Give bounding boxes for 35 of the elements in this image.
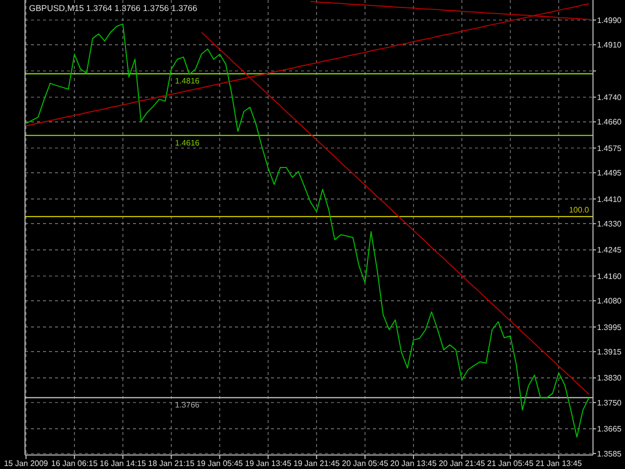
- chart-title: GBPUSD,M15 1.3764 1.3766 1.3756 1.3766: [29, 3, 198, 13]
- y-tick-label: 1.3995: [597, 322, 622, 332]
- ref-line-label: 1.4816: [175, 76, 200, 86]
- x-tick-label: 20 Jan 13:45: [390, 459, 438, 468]
- x-tick-label: 21 Jan 05:45: [487, 459, 534, 468]
- x-tick-label: 19 Jan 13:45: [245, 459, 292, 468]
- x-tick-label: 21 Jan 13:45: [536, 459, 582, 468]
- y-tick-label: 1.4740: [597, 92, 622, 102]
- x-tick-label: 19 Jan 21:45: [293, 459, 340, 468]
- x-tick-label: 20 Jan 05:45: [342, 459, 389, 468]
- ref-line-label: 1.3766: [175, 400, 200, 410]
- y-tick-label: 1.4660: [597, 118, 622, 127]
- y-tick-label: 1.4910: [597, 40, 622, 50]
- x-tick-label: 16 Jan 06:15: [51, 459, 98, 468]
- y-tick-label: 1.3665: [597, 424, 622, 434]
- x-tick-label: 20 Jan 21:45: [438, 459, 486, 468]
- y-tick-label: 1.4495: [597, 168, 622, 178]
- y-tick-label: 1.4575: [597, 144, 622, 153]
- y-tick-label: 1.4990: [597, 16, 622, 25]
- x-tick-label: 15 Jan 2009: [4, 459, 49, 468]
- y-tick-label: 1.3585: [597, 449, 622, 458]
- x-tick-label: 19 Jan 05:45: [196, 459, 244, 468]
- ref-line-label: 1.4616: [175, 138, 200, 148]
- y-tick-label: 1.4330: [597, 219, 622, 228]
- y-tick-label: 1.4410: [597, 194, 622, 204]
- x-tick-label: 16 Jan 14:15: [100, 459, 147, 468]
- y-tick-label: 1.4160: [597, 272, 622, 281]
- y-tick-label: 1.4080: [597, 296, 622, 306]
- y-tick-label: 1.4245: [597, 246, 622, 255]
- line-series: [26, 24, 590, 438]
- y-tick-label: 1.3830: [597, 374, 622, 383]
- y-tick-label: 1.3750: [597, 398, 622, 408]
- annotation: 100.0: [568, 206, 590, 215]
- x-tick-label: 18 Jan 21:15: [148, 459, 195, 468]
- y-tick-label: 1.3915: [597, 347, 622, 356]
